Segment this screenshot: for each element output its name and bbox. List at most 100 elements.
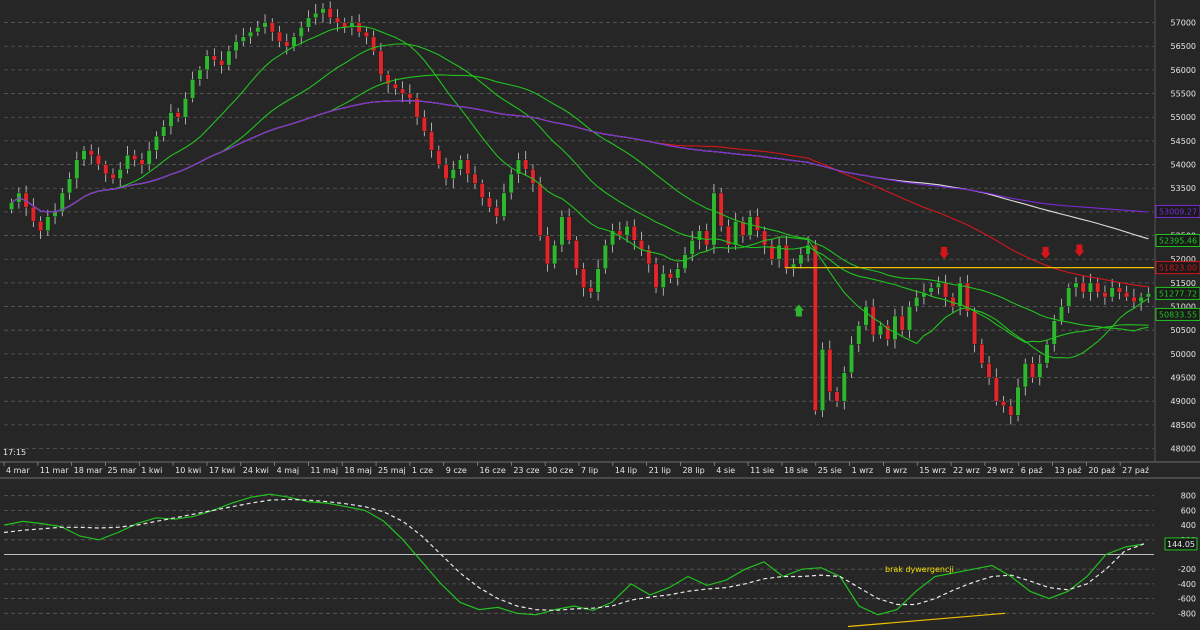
osc-y-tick-label: -600 (1178, 595, 1196, 604)
candle-body (132, 154, 138, 161)
oscillator-grid (4, 495, 1154, 614)
badge-label: 144.05 (1167, 540, 1195, 549)
candle-body (798, 254, 804, 265)
candle-body (921, 292, 927, 298)
candle-body (993, 377, 999, 402)
candle-body (1037, 363, 1043, 378)
candle-body (595, 268, 601, 293)
candle-body (363, 31, 369, 37)
y-tick-label: 57000 (1171, 19, 1196, 28)
candle-body (88, 150, 94, 156)
x-tick-label: 18 maj (344, 466, 372, 475)
badge-label: 52395.46 (1159, 236, 1197, 245)
osc-y-tick-label: 800 (1181, 492, 1196, 501)
ma-value-badge: 52395.46 (1155, 233, 1200, 247)
x-tick-label: 24 kwi (243, 466, 269, 475)
candle-body (849, 344, 854, 374)
candle-body (1095, 282, 1101, 293)
x-tick-label: 25 maj (378, 466, 406, 475)
candle-body (74, 159, 80, 179)
candle-body (943, 282, 949, 298)
candle-body (747, 216, 753, 236)
x-tick-label: 25 sie (818, 466, 842, 475)
candle-body (856, 325, 862, 345)
candle-body (885, 325, 891, 340)
candle-body (117, 169, 123, 179)
candle-body (906, 306, 912, 331)
candle-body (624, 225, 630, 236)
x-tick-label: 11 mar (40, 466, 69, 475)
candle-body (1066, 287, 1072, 307)
candle-body (313, 12, 319, 19)
candle-body (653, 263, 659, 288)
candle-body (841, 372, 847, 402)
candle-body (175, 112, 181, 118)
candle-body (168, 112, 174, 127)
x-tick-label: 7 lip (581, 466, 598, 475)
candle-body (544, 235, 550, 265)
candle-body (349, 22, 355, 28)
x-tick-label: 6 paź (1021, 466, 1043, 475)
x-tick-label: 15 wrz (919, 466, 946, 475)
candle-body (1001, 401, 1007, 407)
candle-body (827, 348, 833, 392)
y-tick-label: 55500 (1171, 90, 1196, 99)
candle-body (964, 282, 970, 312)
candle-body (1015, 386, 1021, 416)
candle-body (914, 296, 920, 307)
badge-label: 51823.00 (1159, 264, 1197, 273)
candle-body (103, 164, 109, 175)
osc-line-oscillator (3, 493, 1145, 616)
candle-body (668, 273, 673, 279)
candle-body (573, 240, 579, 269)
candle-body (219, 60, 225, 66)
candle-body (421, 117, 427, 132)
x-tick-label: 23 cze (513, 466, 539, 475)
candle-body (754, 216, 760, 232)
candle-body (516, 159, 521, 175)
candle-body (805, 244, 811, 255)
candle-body (1138, 296, 1144, 303)
candle-body (392, 83, 398, 90)
candle-body (1022, 363, 1028, 388)
candle-body (1109, 287, 1115, 298)
candle-body (508, 173, 514, 194)
candle-body (233, 41, 239, 52)
osc-y-tick-label: 400 (1181, 521, 1196, 530)
candle-body (414, 98, 420, 118)
candle-body (248, 31, 254, 37)
candle-body (125, 154, 130, 170)
candle-body (1088, 282, 1093, 293)
candle-body (1145, 293, 1151, 298)
x-tick-label: 11 sie (750, 466, 774, 475)
y-tick-label: 54000 (1171, 161, 1196, 170)
candle-body (559, 216, 565, 246)
candle-body (30, 206, 36, 222)
candle-body (240, 36, 246, 42)
candle-body (378, 50, 384, 75)
candle-body (211, 55, 217, 61)
x-tick-label: 17 kwi (209, 466, 235, 475)
candle-body (9, 202, 15, 210)
candle-body (566, 216, 572, 241)
badge-box (1155, 233, 1200, 247)
candle-body (1073, 282, 1079, 288)
x-tick-label: 4 sie (716, 466, 735, 475)
x-tick-label: 22 wrz (953, 466, 980, 475)
candle-body (226, 50, 232, 66)
candle-body (552, 244, 558, 265)
y-tick-label: 56500 (1171, 42, 1196, 51)
badge-box (1155, 307, 1200, 321)
candle-body (1008, 405, 1014, 416)
osc-y-tick-label: 600 (1181, 506, 1196, 515)
candle-body (530, 169, 536, 184)
x-tick-label: 4 maj (277, 466, 300, 475)
candle-body (334, 17, 340, 23)
candle-body (870, 306, 876, 336)
candle-body (878, 325, 883, 336)
x-tick-label: 8 wrz (885, 466, 907, 475)
signal-arrow-down (1074, 244, 1085, 257)
badge-box (1155, 261, 1200, 275)
candle-body (45, 216, 51, 232)
